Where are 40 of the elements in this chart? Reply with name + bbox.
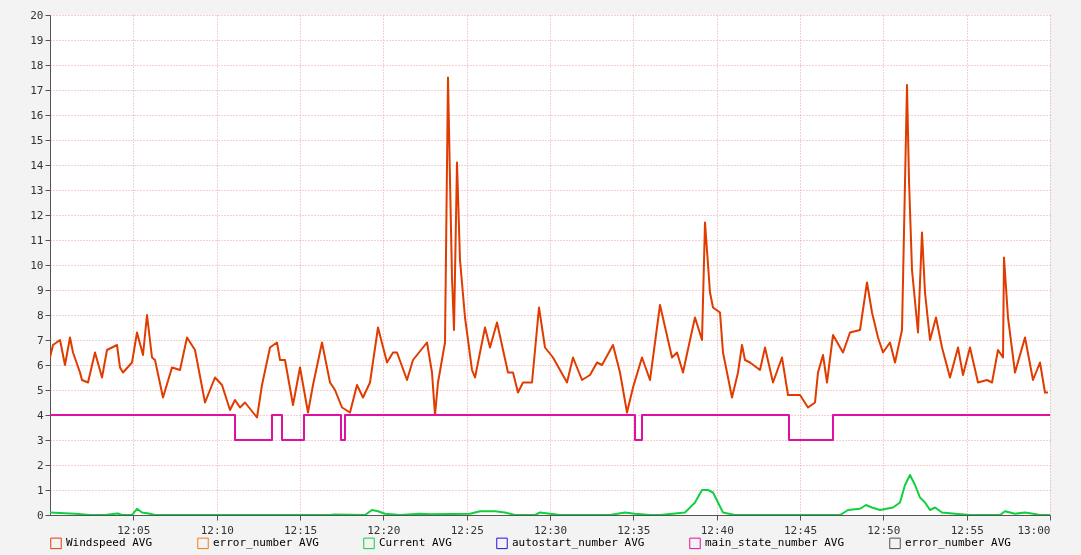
x-tick-label: 12:55 (950, 523, 984, 537)
y-tick-label: 20 (30, 8, 44, 22)
y-tick-label: 12 (30, 208, 44, 222)
y-tick-label: 11 (30, 233, 44, 247)
x-tick-label: 12:10 (200, 523, 234, 537)
y-tick-label: 7 (36, 333, 44, 347)
y-tick-label: 15 (30, 133, 44, 147)
y-tick-label: 9 (36, 283, 44, 297)
y-tick-label: 10 (30, 258, 44, 272)
legend-label: main_state_number AVG (705, 536, 845, 550)
y-tick-label: 19 (30, 33, 44, 47)
x-tick-label: 12:35 (617, 523, 651, 537)
y-tick-label: 0 (36, 508, 44, 522)
x-tick-label: 12:45 (783, 523, 818, 537)
x-tick-label: 12:50 (867, 523, 901, 537)
y-tick-label: 1 (36, 483, 44, 497)
legend-label: Windspeed AVG (66, 536, 153, 550)
y-tick-label: 3 (36, 433, 44, 447)
x-tick-label: 13:00 (1017, 523, 1051, 537)
x-tick-label: 12:05 (117, 523, 151, 537)
legend-label: autostart_number AVG (512, 536, 645, 550)
legend-label: Current AVG (379, 536, 452, 550)
y-tick-label: 13 (30, 183, 44, 197)
y-tick-label: 4 (36, 408, 44, 422)
x-tick-label: 12:15 (283, 523, 318, 537)
x-tick-label: 12:20 (367, 523, 401, 537)
y-tick-label: 6 (36, 358, 44, 372)
legend-label: error_number AVG (905, 536, 1011, 550)
line-series (50, 76, 1049, 419)
y-tick-label: 5 (36, 383, 44, 397)
y-tick-label: 17 (30, 83, 44, 97)
x-tick-label: 12:40 (700, 523, 734, 537)
y-tick-label: 2 (36, 458, 44, 472)
y-tick-label: 18 (30, 58, 44, 72)
y-tick-label: 16 (30, 108, 44, 122)
y-tick-label: 14 (30, 158, 44, 172)
legend-label: error_number AVG (213, 536, 319, 550)
x-tick-label: 12:25 (450, 523, 484, 537)
x-tick-label: 12:30 (533, 523, 568, 537)
y-tick-label: 8 (36, 308, 44, 322)
